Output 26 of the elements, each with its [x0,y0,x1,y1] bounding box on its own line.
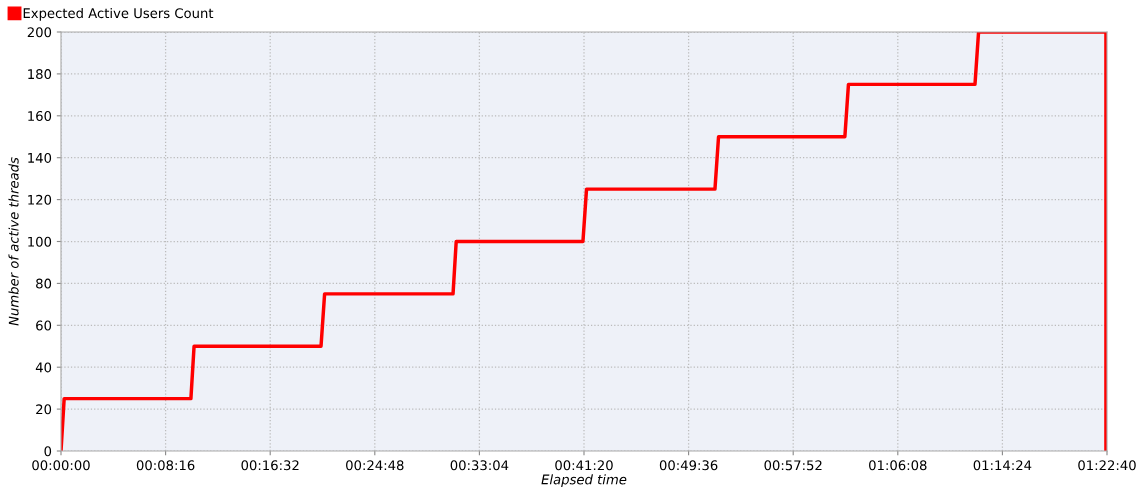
x-tick-label: 00:41:20 [555,460,613,471]
y-tick-label: 200 [27,27,52,38]
y-tick-label: 20 [36,404,52,415]
y-tick-label: 160 [28,111,52,121]
x-tick-label: 00:24:48 [346,460,404,471]
y-tick-label: 180 [28,69,52,80]
y-tick-label: 80 [36,278,52,289]
y-tick-label: 140 [28,152,52,163]
x-axis-title: Elapsed time [541,474,627,487]
y-tick-label: 0 [44,446,52,457]
y-tick-label: 40 [35,362,52,373]
x-tick-label: 01:06:08 [869,460,927,471]
y-tick-label: 100 [28,236,52,247]
x-tick-label: 00:00:00 [32,460,90,471]
x-tick-label: 00:16:32 [241,460,299,471]
x-tick-label: 00:57:52 [764,460,822,471]
x-tick-label: 00:08:16 [136,460,195,471]
x-tick-label: 01:14:24 [973,460,1032,471]
y-axis-title: Number of active threads [8,157,19,326]
x-tick-label: 00:49:36 [659,460,718,471]
y-tick-label: 120 [28,194,52,205]
x-tick-label: 00:33:04 [450,460,509,471]
x-tick-label: 01:22:40 [1078,460,1136,471]
line-series [61,32,1107,451]
y-tick-label: 60 [36,320,52,331]
legend-label: Expected Active Users Count [23,7,214,21]
